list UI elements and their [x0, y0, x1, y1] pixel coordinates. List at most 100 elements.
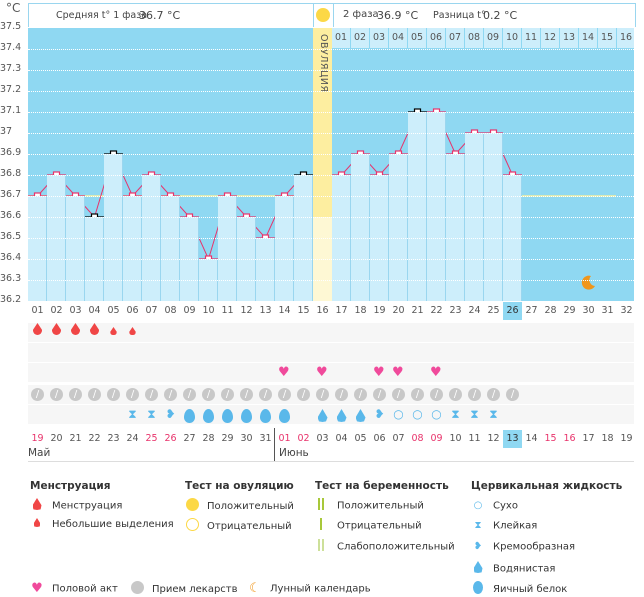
x-tick-label: 13: [259, 305, 272, 316]
calendar-date: 18: [601, 433, 614, 444]
luteal-day-label: 15: [598, 28, 616, 48]
fluid-dry-icon: ○: [412, 407, 423, 421]
calendar-date: 19: [31, 433, 44, 444]
calendar-row: [28, 343, 634, 362]
x-tick-label: 07: [145, 305, 158, 316]
x-tick-label: 04: [88, 305, 101, 316]
moon-icon: ☾: [249, 581, 261, 596]
x-tick-label: 21: [411, 305, 424, 316]
y-tick-label: 37.3: [0, 63, 22, 74]
x-tick-label: 03: [69, 305, 82, 316]
x-tick-label: 05: [107, 305, 120, 316]
calendar-date: 25: [145, 433, 158, 444]
pregnancy-weak-legend: Слабоположительный: [315, 539, 455, 554]
fluid-sticky-icon: ⧗: [470, 407, 479, 421]
y-tick-label: 36.4: [0, 252, 22, 263]
pill-icon: /: [373, 388, 386, 401]
temperature-chart: ОВУЛЯЦИЯ 01 02 03 04 05 06 07 08 09 10 11 12 13 14 15 16: [28, 28, 634, 301]
heart-icon: ♥: [278, 365, 290, 380]
legend-label: Яичный белок: [493, 584, 568, 595]
fluid-watery-icon: [351, 406, 370, 422]
spotting-icon: [129, 327, 136, 335]
y-tick-label: 37.4: [0, 42, 22, 53]
legend-label: Слабоположительный: [337, 541, 455, 553]
x-tick-label: 16: [316, 305, 329, 316]
fluid-dry-icon: ○: [393, 407, 404, 421]
grid-line: [28, 175, 634, 176]
x-tick-label: 19: [373, 305, 386, 316]
calendar-date: 06: [373, 433, 386, 444]
watery-shape: [355, 409, 366, 422]
pill-icon: /: [69, 388, 82, 401]
calendar-date: 31: [259, 433, 272, 444]
legend-title: Цервикальная жидкость: [471, 480, 623, 492]
grid-line: [28, 280, 634, 281]
calendar-date: 28: [202, 433, 215, 444]
luteal-day-label: 12: [541, 28, 559, 48]
pill-icon: /: [316, 388, 329, 401]
heart-icon: ♥: [316, 365, 328, 380]
temp-bar: [161, 196, 180, 301]
calendar-date: 19: [620, 433, 633, 444]
fluid-creamy-icon: ❥: [473, 541, 483, 552]
y-tick-label: 36.6: [0, 210, 22, 221]
grid-line: [28, 133, 634, 134]
luteal-day-label: 04: [389, 28, 407, 48]
pill-icon: /: [449, 388, 462, 401]
pregnancy-positive-icon: [315, 498, 329, 513]
pill-icon: /: [278, 388, 291, 401]
unit-label: °C: [6, 1, 21, 15]
calendar-date: 01: [278, 433, 291, 444]
spotting-legend: Небольшие выделения: [30, 518, 174, 530]
fluid-watery-legend: Водянистая: [471, 561, 555, 576]
month-divider: [274, 428, 275, 461]
x-tick-label: 14: [278, 305, 291, 316]
luteal-day-label: 07: [446, 28, 464, 48]
grid-line: [28, 238, 634, 239]
x-tick-label: 22: [430, 305, 443, 316]
x-tick-label: 24: [468, 305, 481, 316]
x-tick-label: 28: [544, 305, 557, 316]
calendar-date: 14: [525, 433, 538, 444]
y-tick-label: 37.2: [0, 84, 22, 95]
luteal-day-label: 08: [465, 28, 483, 48]
egg-white-shape: [203, 409, 214, 423]
legend-label: Клейкая: [493, 520, 538, 532]
grid-line: [28, 112, 634, 113]
spotting-icon: [110, 327, 117, 335]
x-tick-label: 09: [183, 305, 196, 316]
pill-icon: /: [259, 388, 272, 401]
calendar-date: 27: [183, 433, 196, 444]
legend-label: Лунный календарь: [270, 583, 371, 595]
pill-icon: /: [126, 388, 139, 401]
grid-line: [28, 217, 634, 218]
ovulation-negative-icon: [185, 518, 199, 534]
luteal-day-label: 02: [351, 28, 369, 48]
ovulation-positive-icon: [185, 498, 199, 514]
luteal-day-label: 09: [484, 28, 502, 48]
y-tick-label: 37.5: [0, 21, 22, 32]
pill-icon: /: [468, 388, 481, 401]
spotting-icon: [30, 518, 44, 530]
heart-icon: ♥: [430, 365, 442, 380]
pill-icon: /: [183, 388, 196, 401]
calendar-date: 02: [297, 433, 310, 444]
fluid-dry-icon: ○: [473, 500, 483, 511]
calendar-date: 29: [221, 433, 234, 444]
x-tick-label: 08: [164, 305, 177, 316]
pill-icon: /: [487, 388, 500, 401]
luteal-day-label: 01: [332, 28, 350, 48]
calendar-date: 20: [50, 433, 63, 444]
fluid-egg-icon: [180, 406, 199, 423]
x-tick-label: 27: [525, 305, 538, 316]
temp-bar: [351, 154, 370, 301]
y-tick-label: 36.2: [0, 294, 22, 305]
grid-line: [28, 259, 634, 260]
calendar-date: 15: [544, 433, 557, 444]
watery-shape: [336, 409, 347, 422]
menstruation-icon: [32, 323, 43, 335]
legend-label: Водянистая: [493, 563, 556, 575]
temp-bar: [389, 154, 408, 301]
calendar-date: 16: [563, 433, 576, 444]
pregnancy-negative-icon: [315, 518, 329, 533]
